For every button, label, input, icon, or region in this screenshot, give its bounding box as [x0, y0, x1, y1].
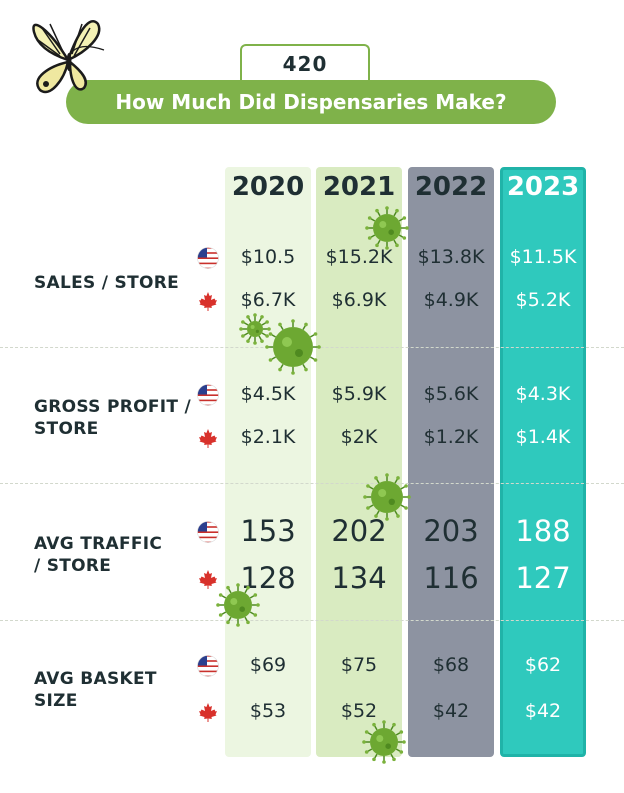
- value-cell: $6.7K: [240, 289, 296, 312]
- maple-leaf-icon: [199, 570, 217, 589]
- value-cell: $11.5K: [509, 246, 577, 269]
- value-cell: $1.2K: [423, 426, 479, 449]
- value-cell: $75: [340, 654, 378, 677]
- value-cell: $1.4K: [515, 426, 571, 449]
- year-column-2020: [225, 167, 311, 757]
- us-flag-icon: [197, 521, 219, 543]
- us-flag-icon: [197, 655, 219, 677]
- row-divider: [0, 620, 624, 621]
- year-column-2023: [500, 167, 586, 757]
- value-cell: $4.5K: [240, 383, 296, 406]
- value-cell: 128: [240, 561, 296, 596]
- metric-label: SALES / STORE: [34, 273, 180, 293]
- value-cell: 134: [331, 561, 387, 596]
- butterfly-icon: [32, 20, 105, 94]
- year-column-2021: [316, 167, 402, 757]
- value-cell: $68: [432, 654, 470, 677]
- value-cell: $5.9K: [331, 383, 387, 406]
- row-divider: [0, 483, 624, 484]
- maple-leaf-icon: [199, 292, 217, 311]
- metric-label: AVG TRAFFIC / STORE: [34, 534, 163, 576]
- year-header-2022: 2022: [414, 172, 488, 202]
- value-cell: 116: [423, 561, 479, 596]
- year-header-2020: 2020: [231, 172, 305, 202]
- value-cell: 188: [515, 514, 571, 549]
- virus-icon: [265, 319, 321, 375]
- virus-icon: [365, 206, 409, 250]
- year-header-2023: 2023: [506, 172, 580, 202]
- virus-icon: [362, 720, 406, 764]
- virus-icon: [216, 583, 260, 627]
- metric-label: GROSS PROFIT / STORE: [34, 397, 192, 439]
- value-cell: $2.1K: [240, 426, 296, 449]
- value-cell: $62: [524, 654, 562, 677]
- virus-icon: [363, 473, 411, 521]
- value-cell: $10.5: [240, 246, 296, 269]
- page-title: How Much Did Dispensaries Make?: [66, 80, 556, 124]
- value-cell: $4.3K: [515, 383, 571, 406]
- badge-420: 420: [240, 44, 370, 82]
- value-cell: 153: [240, 514, 296, 549]
- value-cell: $5.6K: [423, 383, 479, 406]
- value-cell: 127: [515, 561, 571, 596]
- value-cell: $42: [524, 700, 562, 723]
- year-header-2021: 2021: [322, 172, 396, 202]
- metric-label: AVG BASKET SIZE: [34, 669, 157, 711]
- value-cell: $15.2K: [325, 246, 393, 269]
- us-flag-icon: [197, 247, 219, 269]
- value-cell: $2K: [340, 426, 378, 449]
- value-cell: $42: [432, 700, 470, 723]
- value-cell: $13.8K: [417, 246, 485, 269]
- value-cell: $4.9K: [423, 289, 479, 312]
- value-cell: $5.2K: [515, 289, 571, 312]
- value-cell: $6.9K: [331, 289, 387, 312]
- virus-icon: [239, 313, 271, 345]
- value-cell: $53: [249, 700, 287, 723]
- value-cell: $69: [249, 654, 287, 677]
- value-cell: 203: [423, 514, 479, 549]
- year-column-2022: [408, 167, 494, 757]
- maple-leaf-icon: [199, 703, 217, 722]
- us-flag-icon: [197, 384, 219, 406]
- value-cell: $52: [340, 700, 378, 723]
- value-cell: 202: [331, 514, 387, 549]
- maple-leaf-icon: [199, 429, 217, 448]
